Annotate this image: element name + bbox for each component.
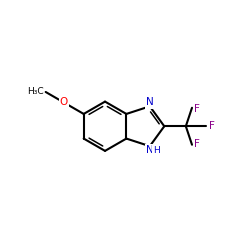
Text: F: F bbox=[194, 104, 200, 114]
Text: F: F bbox=[208, 121, 214, 131]
Text: H: H bbox=[153, 146, 160, 154]
Text: N: N bbox=[146, 145, 154, 155]
Text: N: N bbox=[146, 98, 154, 108]
Text: O: O bbox=[60, 98, 68, 108]
Text: F: F bbox=[194, 139, 200, 149]
Text: H₃C: H₃C bbox=[27, 88, 43, 96]
